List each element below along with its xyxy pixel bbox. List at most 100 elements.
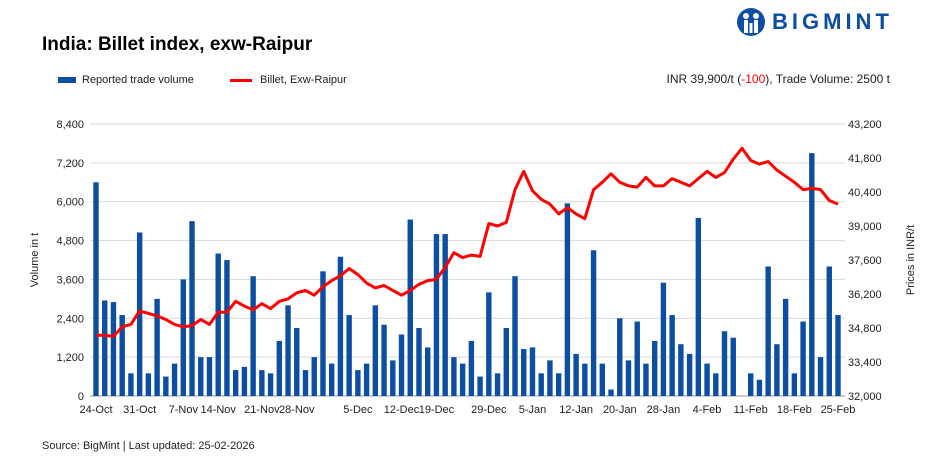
billet-price-line (96, 146, 839, 338)
x-tick-label: 12-Jan (559, 404, 593, 416)
volume-bar (311, 357, 317, 396)
volume-bar (189, 221, 195, 396)
volume-bar (521, 349, 527, 396)
volume-bar (538, 373, 544, 396)
volume-bar (390, 360, 396, 396)
volume-bar (625, 360, 632, 396)
volume-bar (564, 203, 571, 396)
volume-bar (782, 298, 789, 396)
x-tick-label: 19-Dec (419, 404, 455, 416)
y2-tick-label: 36,200 (848, 289, 882, 301)
legend-item-volume: Reported trade volume (58, 74, 194, 86)
volume-bar (486, 292, 492, 396)
price-summary-suffix: ), Trade Volume: 2500 t (765, 72, 890, 86)
y-axis-label: Volume in t (29, 233, 41, 287)
volume-bar (337, 256, 344, 396)
y2-axis-label: Prices in INR/t (905, 225, 917, 295)
volume-bar (451, 357, 457, 396)
volume-bar (817, 357, 824, 396)
volume-bar (198, 357, 204, 396)
y2-tick-label: 33,400 (848, 357, 882, 369)
volume-bar (765, 266, 771, 396)
y-tick-label: 1,200 (56, 352, 84, 364)
x-tick-label: 18-Feb (777, 404, 812, 416)
volume-bar (224, 260, 230, 396)
y2-tick-label: 32,000 (848, 391, 882, 403)
volume-bar (809, 153, 815, 396)
x-tick-label: 12-Dec (384, 404, 420, 416)
y-tick-label: 8,400 (56, 119, 84, 131)
x-tick-label: 14-Nov (200, 404, 236, 416)
legend-label: Reported trade volume (82, 74, 194, 86)
volume-bar (241, 366, 248, 396)
y2-tick-label: 40,400 (848, 187, 882, 199)
volume-bar (599, 363, 606, 396)
volume-bar (512, 276, 518, 396)
volume-bar (180, 279, 186, 396)
x-tick-label: 5-Jan (519, 404, 547, 416)
volume-bar (555, 373, 562, 396)
volume-bar (232, 370, 239, 396)
volume-bar (669, 315, 675, 396)
volume-bar (713, 373, 719, 396)
y-tick-label: 7,200 (56, 158, 84, 170)
volume-bar (267, 373, 274, 396)
volume-bar (774, 344, 780, 396)
volume-bar (573, 353, 579, 396)
price-summary: INR 39,900/t (-100), Trade Volume: 2500 … (667, 72, 890, 86)
volume-bar (582, 363, 588, 396)
volume-bar (468, 340, 475, 396)
x-tick-label: 28-Jan (647, 404, 681, 416)
legend-item-billet: Billet, Exw-Raipur (230, 74, 347, 86)
volume-bar (791, 373, 798, 396)
volume-bar (163, 376, 169, 396)
y-tick-label: 2,400 (56, 313, 84, 325)
y-tick-label: 4,800 (56, 236, 84, 248)
volume-bar (171, 363, 178, 396)
volume-bar (206, 357, 213, 396)
volume-bar (250, 276, 256, 396)
volume-bar (276, 340, 283, 396)
volume-bar (756, 379, 763, 396)
y2-tick-label: 41,800 (848, 153, 882, 165)
volume-bar (110, 302, 117, 396)
bigmint-logo-icon (737, 8, 765, 36)
volume-bar (302, 370, 309, 396)
volume-bar (355, 370, 361, 396)
volume-bar (730, 337, 736, 396)
volume-bar (128, 373, 134, 396)
volume-bar (503, 328, 509, 396)
y-tick-label: 0 (78, 391, 84, 403)
volume-bar (93, 182, 99, 396)
bigmint-logo: BIGMINT (736, 7, 893, 37)
volume-bar (590, 250, 597, 396)
volume-bar (425, 347, 431, 396)
volume-bar (154, 298, 160, 396)
y2-tick-label: 37,600 (848, 255, 882, 267)
legend-swatch-line (230, 78, 252, 82)
volume-bar (721, 331, 728, 396)
y-tick-label: 3,600 (56, 274, 84, 286)
volume-bar (651, 340, 658, 396)
volume-bar (634, 321, 640, 396)
volume-bar (529, 347, 536, 396)
price-change: -100 (741, 72, 766, 86)
volume-bar (826, 266, 832, 396)
source-note: Source: BigMint | Last updated: 25-02-20… (42, 440, 255, 452)
x-tick-label: 31-Oct (123, 404, 156, 416)
volume-bar (328, 363, 335, 396)
volume-bar (363, 363, 370, 396)
volume-bar (136, 232, 143, 396)
x-tick-label: 4-Feb (693, 404, 722, 416)
volume-bar (748, 373, 754, 396)
x-tick-label: 24-Oct (79, 404, 112, 416)
volume-bar (119, 315, 125, 396)
chart-title: India: Billet index, exw-Raipur (42, 34, 313, 55)
y2-tick-label: 34,800 (848, 323, 882, 335)
volume-bar (547, 360, 553, 396)
volume-bar (215, 253, 221, 396)
volume-bar (686, 353, 693, 396)
volume-bar (608, 389, 614, 396)
